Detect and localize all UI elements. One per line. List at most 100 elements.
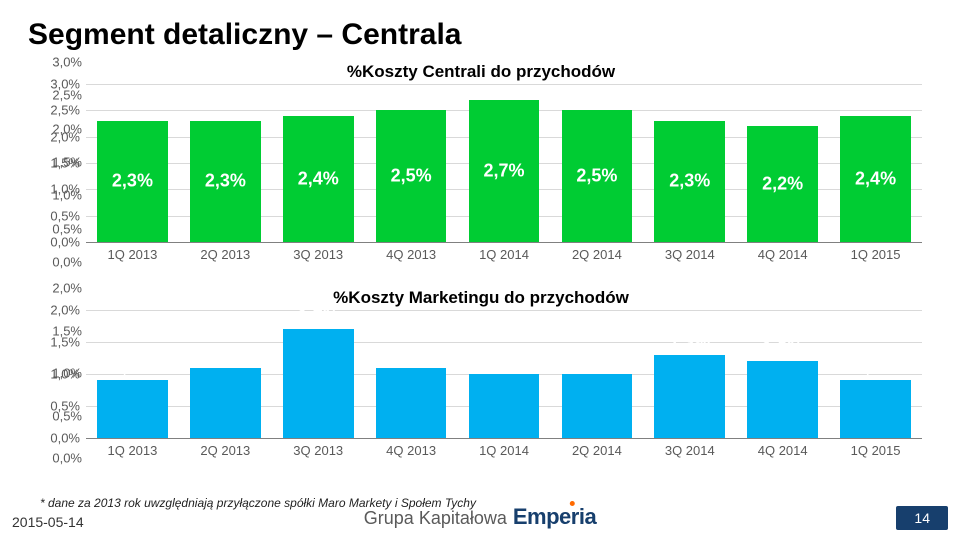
x-tick-label: 3Q 2014 [643, 247, 736, 262]
y-tick: 3,0% [52, 55, 82, 70]
bar-slot: 2,5% [365, 84, 458, 242]
gridline [86, 242, 922, 243]
bar-value-label: 2,4% [298, 168, 339, 189]
bar-slot: 1,0% [458, 310, 551, 438]
y-tick: 2,0% [52, 121, 82, 136]
bar: 1,3% [654, 355, 725, 438]
bar: 2,3% [654, 121, 725, 242]
chart1-plot: 0,0%0,5%1,0%1,5%2,0%2,5%3,0%2,3%2,3%2,4%… [86, 84, 922, 242]
bar-slot: 2,3% [179, 84, 272, 242]
bar: 2,5% [562, 110, 633, 242]
footer-date: 2015-05-14 [12, 514, 84, 530]
x-tick-label: 1Q 2014 [458, 443, 551, 458]
bar: 1,1% [376, 368, 447, 438]
bar: 1,1% [190, 368, 261, 438]
x-tick-label: 2Q 2014 [550, 443, 643, 458]
page-number: 14 [896, 506, 948, 530]
bar-slot: 2,4% [829, 84, 922, 242]
x-tick-label: 1Q 2013 [86, 443, 179, 458]
y-tick-label: 0,0% [50, 431, 86, 446]
y-tick: 1,5% [52, 155, 82, 170]
x-tick-label: 1Q 2013 [86, 247, 179, 262]
y-tick-label: 2,5% [50, 103, 86, 118]
bar: 2,3% [97, 121, 168, 242]
page-title: Segment detaliczny – Centrala [28, 18, 461, 52]
x-tick-label: 4Q 2013 [365, 443, 458, 458]
bar-slot: 1,2% [736, 310, 829, 438]
x-tick-label: 3Q 2013 [272, 247, 365, 262]
chart-centrali: %Koszty Centrali do przychodów 0,0%0,5% 1… [40, 62, 922, 262]
y-tick-label: 2,0% [50, 303, 86, 318]
bar: 2,3% [190, 121, 261, 242]
bar-slot: 2,4% [272, 84, 365, 242]
bar-value-label: 1,1% [391, 345, 432, 366]
bar-slot: 1,0% [550, 310, 643, 438]
bar: 1,0% [469, 374, 540, 438]
bar-value-label: 1,0% [483, 351, 524, 372]
bar-slot: 0,9% [829, 310, 922, 438]
slide: Segment detaliczny – Centrala %Koszty Ce… [0, 0, 960, 540]
bar-slot: 2,7% [458, 84, 551, 242]
y-tick: 0,0% [52, 451, 82, 466]
brand-prefix: Grupa Kapitałowa [364, 508, 507, 529]
bar-value-label: 1,3% [669, 332, 710, 353]
chart-marketingu: %Koszty Marketingu do przychodów 0,0% 0,5… [40, 288, 922, 458]
y-tick: 2,0% [52, 281, 82, 296]
x-tick-label: 2Q 2013 [179, 247, 272, 262]
bar-value-label: 1,0% [576, 351, 617, 372]
bar-value-label: 1,2% [762, 338, 803, 359]
x-tick-label: 1Q 2015 [829, 247, 922, 262]
gridline [86, 438, 922, 439]
x-tick-label: 2Q 2013 [179, 443, 272, 458]
chart2-xaxis: 1Q 20132Q 20133Q 20134Q 20131Q 20142Q 20… [86, 443, 922, 458]
bar-value-label: 1,7% [298, 306, 339, 327]
bar: 2,4% [840, 116, 911, 242]
x-tick-label: 2Q 2014 [550, 247, 643, 262]
chart2-plot: 0,0%0,5%1,0%1,5%2,0%0,9%1,1%1,7%1,1%1,0%… [86, 310, 922, 438]
bar: 2,2% [747, 126, 818, 242]
bar: 2,5% [376, 110, 447, 242]
y-tick: 1,0% [52, 188, 82, 203]
bar-value-label: 2,5% [576, 166, 617, 187]
bar: 0,9% [840, 380, 911, 438]
bar-slot: 1,1% [179, 310, 272, 438]
y-tick: 1,5% [52, 323, 82, 338]
bar: 0,9% [97, 380, 168, 438]
x-tick-label: 1Q 2015 [829, 443, 922, 458]
bar: 1,7% [283, 329, 354, 438]
bars: 0,9%1,1%1,7%1,1%1,0%1,0%1,3%1,2%0,9% [86, 310, 922, 438]
y-tick: 0,5% [52, 408, 82, 423]
y-tick: 1,0% [52, 366, 82, 381]
bar-slot: 0,9% [86, 310, 179, 438]
chart1-title: %Koszty Centrali do przychodów [40, 62, 922, 82]
bar-value-label: 2,4% [855, 168, 896, 189]
bar-slot: 2,5% [550, 84, 643, 242]
bar-value-label: 0,9% [855, 357, 896, 378]
brand-dot-icon [570, 501, 575, 506]
bar-slot: 2,3% [643, 84, 736, 242]
brand-logo: Grupa Kapitałowa Emperia [364, 504, 596, 530]
bar-slot: 2,2% [736, 84, 829, 242]
x-tick-label: 1Q 2014 [458, 247, 551, 262]
bar-value-label: 2,5% [391, 166, 432, 187]
bar-value-label: 2,2% [762, 174, 803, 195]
bar: 1,0% [562, 374, 633, 438]
bar-slot: 2,3% [86, 84, 179, 242]
bar: 1,2% [747, 361, 818, 438]
bar-slot: 1,1% [365, 310, 458, 438]
bar-value-label: 2,3% [112, 171, 153, 192]
bar: 2,4% [283, 116, 354, 242]
x-tick-label: 4Q 2014 [736, 443, 829, 458]
bar-value-label: 2,3% [205, 171, 246, 192]
brand-name-text: Emperia [513, 504, 596, 529]
bar-value-label: 2,3% [669, 171, 710, 192]
x-tick-label: 3Q 2014 [643, 443, 736, 458]
y-tick-label: 0,0% [50, 235, 86, 250]
x-tick-label: 4Q 2014 [736, 247, 829, 262]
y-tick: 0,5% [52, 221, 82, 236]
chart1-xaxis: 1Q 20132Q 20133Q 20134Q 20131Q 20142Q 20… [86, 247, 922, 262]
bar: 2,7% [469, 100, 540, 242]
brand-name: Emperia [513, 504, 596, 530]
x-tick-label: 3Q 2013 [272, 443, 365, 458]
chart2-title: %Koszty Marketingu do przychodów [40, 288, 922, 308]
